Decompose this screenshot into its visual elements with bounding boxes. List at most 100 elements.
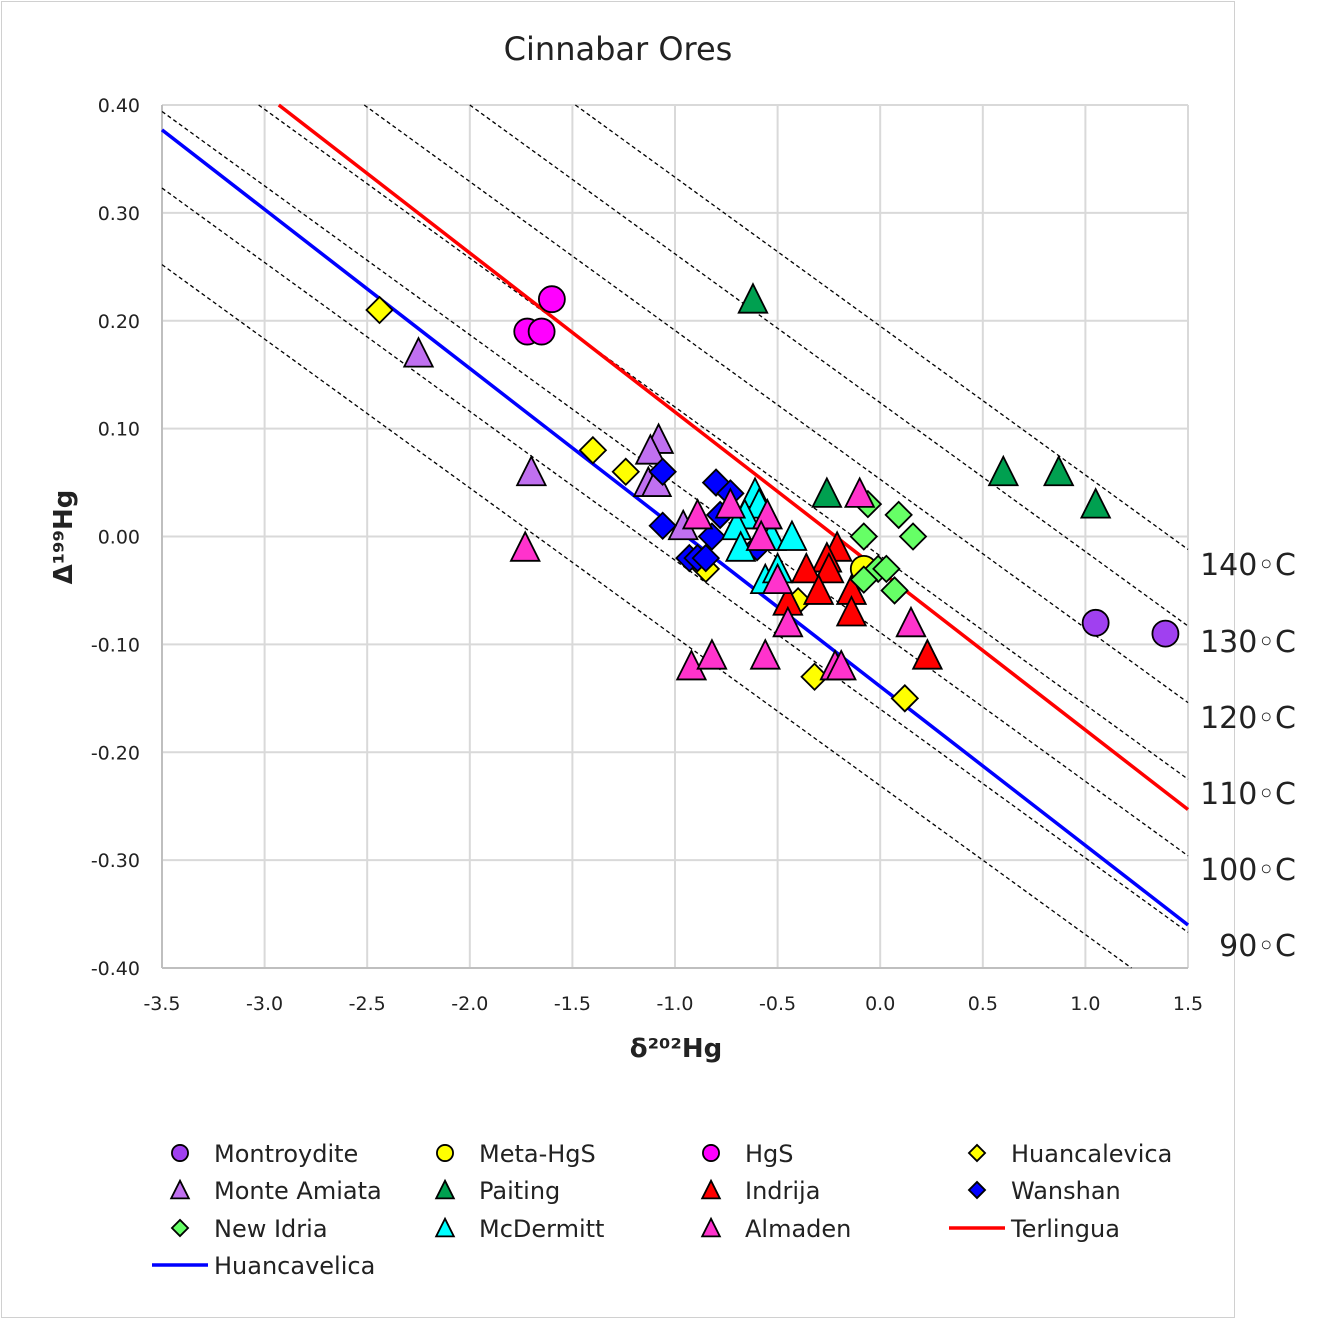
y-tick-label: -0.10	[91, 634, 140, 656]
legend-terlingua: Terlingua	[949, 1215, 1120, 1243]
indrija-point	[813, 551, 845, 584]
legend-paiting-marker	[434, 1178, 456, 1200]
legend-monte-amiata-label: Monte Amiata	[214, 1177, 382, 1205]
legend-almaden-marker	[700, 1216, 722, 1238]
x-tick-label: -3.0	[246, 993, 283, 1015]
y-tick-label: -0.20	[91, 742, 140, 764]
almaden-point	[761, 562, 794, 595]
x-tick-label: -1.5	[554, 993, 591, 1015]
almaden-point	[825, 648, 857, 681]
y-tick-label: 0.00	[98, 527, 140, 549]
paiting-point	[737, 282, 769, 314]
monte-amiata-point	[402, 336, 435, 368]
isotherm-line	[161, 264, 1132, 969]
chart-frame	[1, 1, 1235, 1318]
legend-meta-hgs-label: Meta-HgS	[479, 1140, 596, 1168]
legend-huancalevica-label: Huancalevica	[1011, 1140, 1172, 1168]
new-idria-point	[898, 522, 928, 551]
isotherm-line	[469, 104, 1189, 627]
legend-mcdermitt-label: McDermitt	[479, 1215, 604, 1243]
data-points	[365, 282, 1180, 713]
legend-wanshan: Wanshan	[967, 1177, 1121, 1205]
x-tick-label: -1.0	[656, 993, 693, 1015]
isotherm-line	[161, 110, 1189, 857]
legend-monte-amiata: Monte Amiata	[169, 1177, 382, 1205]
hgs-point	[537, 285, 566, 314]
almaden-point	[714, 487, 747, 519]
indrija-point	[911, 638, 944, 670]
legend-huancavelica: Huancavelica	[152, 1252, 375, 1280]
almaden-point	[509, 530, 541, 562]
legend-huancavelica-label: Huancavelica	[214, 1252, 375, 1280]
grid	[161, 104, 1189, 969]
new-idria-point	[880, 576, 909, 605]
legend-terlingua-label: Terlingua	[1010, 1215, 1120, 1243]
paiting-point	[1079, 487, 1112, 519]
isotherm-lines	[161, 104, 1189, 969]
legend-hgs-marker	[702, 1144, 720, 1162]
huancalevica-point	[800, 662, 829, 692]
x-tick-label: 0.5	[968, 993, 998, 1015]
almaden-point	[745, 519, 777, 551]
huancalevica-point	[611, 457, 641, 487]
x-axis-label: δ²⁰²Hg	[630, 1034, 722, 1064]
almaden-point	[772, 605, 804, 638]
legend-huancalevica: Huancalevica	[967, 1140, 1172, 1168]
isotherm-line	[161, 187, 1189, 933]
legend-new-idria: New Idria	[170, 1215, 328, 1243]
montroydite-point	[1081, 608, 1110, 637]
montroydite-point	[1151, 619, 1180, 648]
legend-montroydite-label: Montroydite	[214, 1140, 358, 1168]
x-tick-label: -2.0	[451, 993, 488, 1015]
mcdermitt-point	[776, 519, 808, 551]
monte-amiata-point	[634, 433, 667, 465]
legend-mcdermitt-marker	[434, 1216, 456, 1238]
isotherm-line	[363, 104, 1189, 704]
legend-wanshan-label: Wanshan	[1011, 1177, 1121, 1205]
isotherm-line	[258, 104, 1189, 780]
almaden-point	[749, 638, 781, 670]
y-axis-label: Δ¹⁹⁹Hg	[49, 490, 79, 585]
legend-indrija-label: Indrija	[745, 1177, 820, 1205]
almaden-point	[751, 497, 784, 530]
new-idria-point	[849, 565, 879, 594]
paiting-point	[1043, 454, 1075, 487]
almaden-point	[895, 605, 927, 638]
x-tick-label: 0.0	[865, 993, 895, 1015]
legend-huancalevica-marker	[967, 1143, 987, 1163]
y-tick-label: -0.40	[91, 958, 140, 980]
legend-almaden: Almaden	[700, 1215, 851, 1243]
hgs-point	[527, 317, 556, 346]
new-idria-point	[884, 500, 913, 530]
legend-meta-hgs-marker	[436, 1144, 454, 1162]
legend-hgs-label: HgS	[745, 1140, 794, 1168]
isotherm-label: 140◦C	[1200, 548, 1296, 583]
legend-montroydite-marker	[171, 1144, 189, 1162]
wanshan-point	[691, 543, 721, 573]
tick-labels: -3.5 -3.0 -2.5 -2.0 -1.5 -1.0 -0.5 0.0 0.5 1.0 1.5…	[91, 95, 1203, 1015]
isotherm-label: 130◦C	[1200, 625, 1296, 660]
y-tick-label: -0.30	[91, 850, 140, 872]
y-tick-label: 0.20	[98, 311, 140, 333]
y-tick-label: 0.30	[98, 203, 140, 225]
x-tick-label: 1.5	[1173, 993, 1203, 1015]
huancalevica-point	[578, 435, 608, 465]
paiting-point	[811, 476, 843, 508]
indrija-point	[802, 573, 835, 605]
legend-hgs: HgS	[702, 1140, 794, 1168]
legend-mcdermitt: McDermitt	[434, 1215, 604, 1243]
monte-amiata-point	[515, 454, 548, 487]
x-tick-label: 1.0	[1070, 993, 1100, 1015]
huancalevica-point	[365, 295, 394, 325]
x-tick-label: -2.5	[349, 993, 386, 1015]
legend-meta-hgs: Meta-HgS	[436, 1140, 596, 1168]
legend-monte-amiata-marker	[169, 1178, 191, 1200]
legend-paiting: Paiting	[434, 1177, 560, 1205]
almaden-point	[681, 497, 714, 530]
wanshan-point	[697, 522, 727, 551]
almaden-point	[843, 476, 876, 508]
x-tick-label: -3.5	[143, 993, 180, 1015]
y-tick-label: 0.10	[98, 419, 140, 441]
paiting-point	[987, 454, 1020, 487]
